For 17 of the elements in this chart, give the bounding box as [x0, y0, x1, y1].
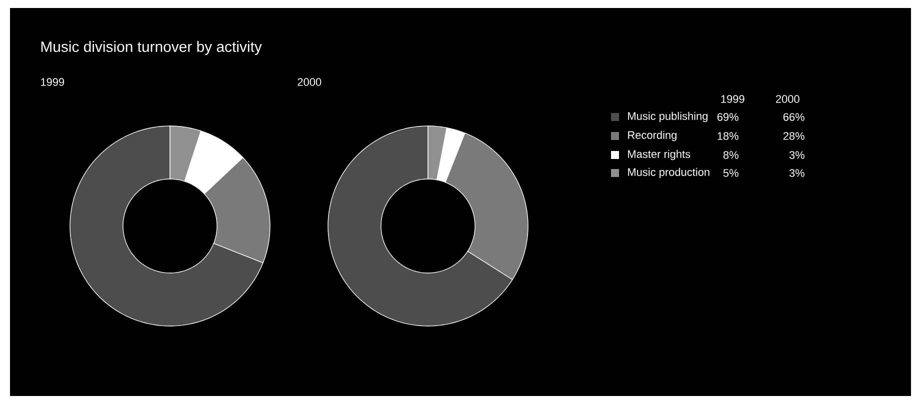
chart-title: Music division turnover by activity [41, 41, 262, 55]
data-label: 69% [717, 113, 738, 121]
data-label: 66% [783, 113, 804, 121]
data-label: 28% [783, 132, 804, 140]
legend-label: Music production [628, 168, 710, 178]
text: 2000 [776, 95, 800, 103]
data-label: 8% [723, 151, 738, 159]
text: 1999 [721, 95, 744, 103]
data-label: 5% [723, 169, 738, 177]
legend-label: Recording [628, 130, 676, 142]
data-label: 3% [789, 169, 804, 177]
slice-label: 1999 [41, 78, 64, 86]
data-label: 18% [718, 132, 738, 140]
slice-label: 2000 [298, 78, 322, 86]
legend-label: Master rights [628, 150, 690, 160]
data-label: 3% [789, 151, 804, 159]
legend-label: Music publishing [628, 112, 708, 122]
